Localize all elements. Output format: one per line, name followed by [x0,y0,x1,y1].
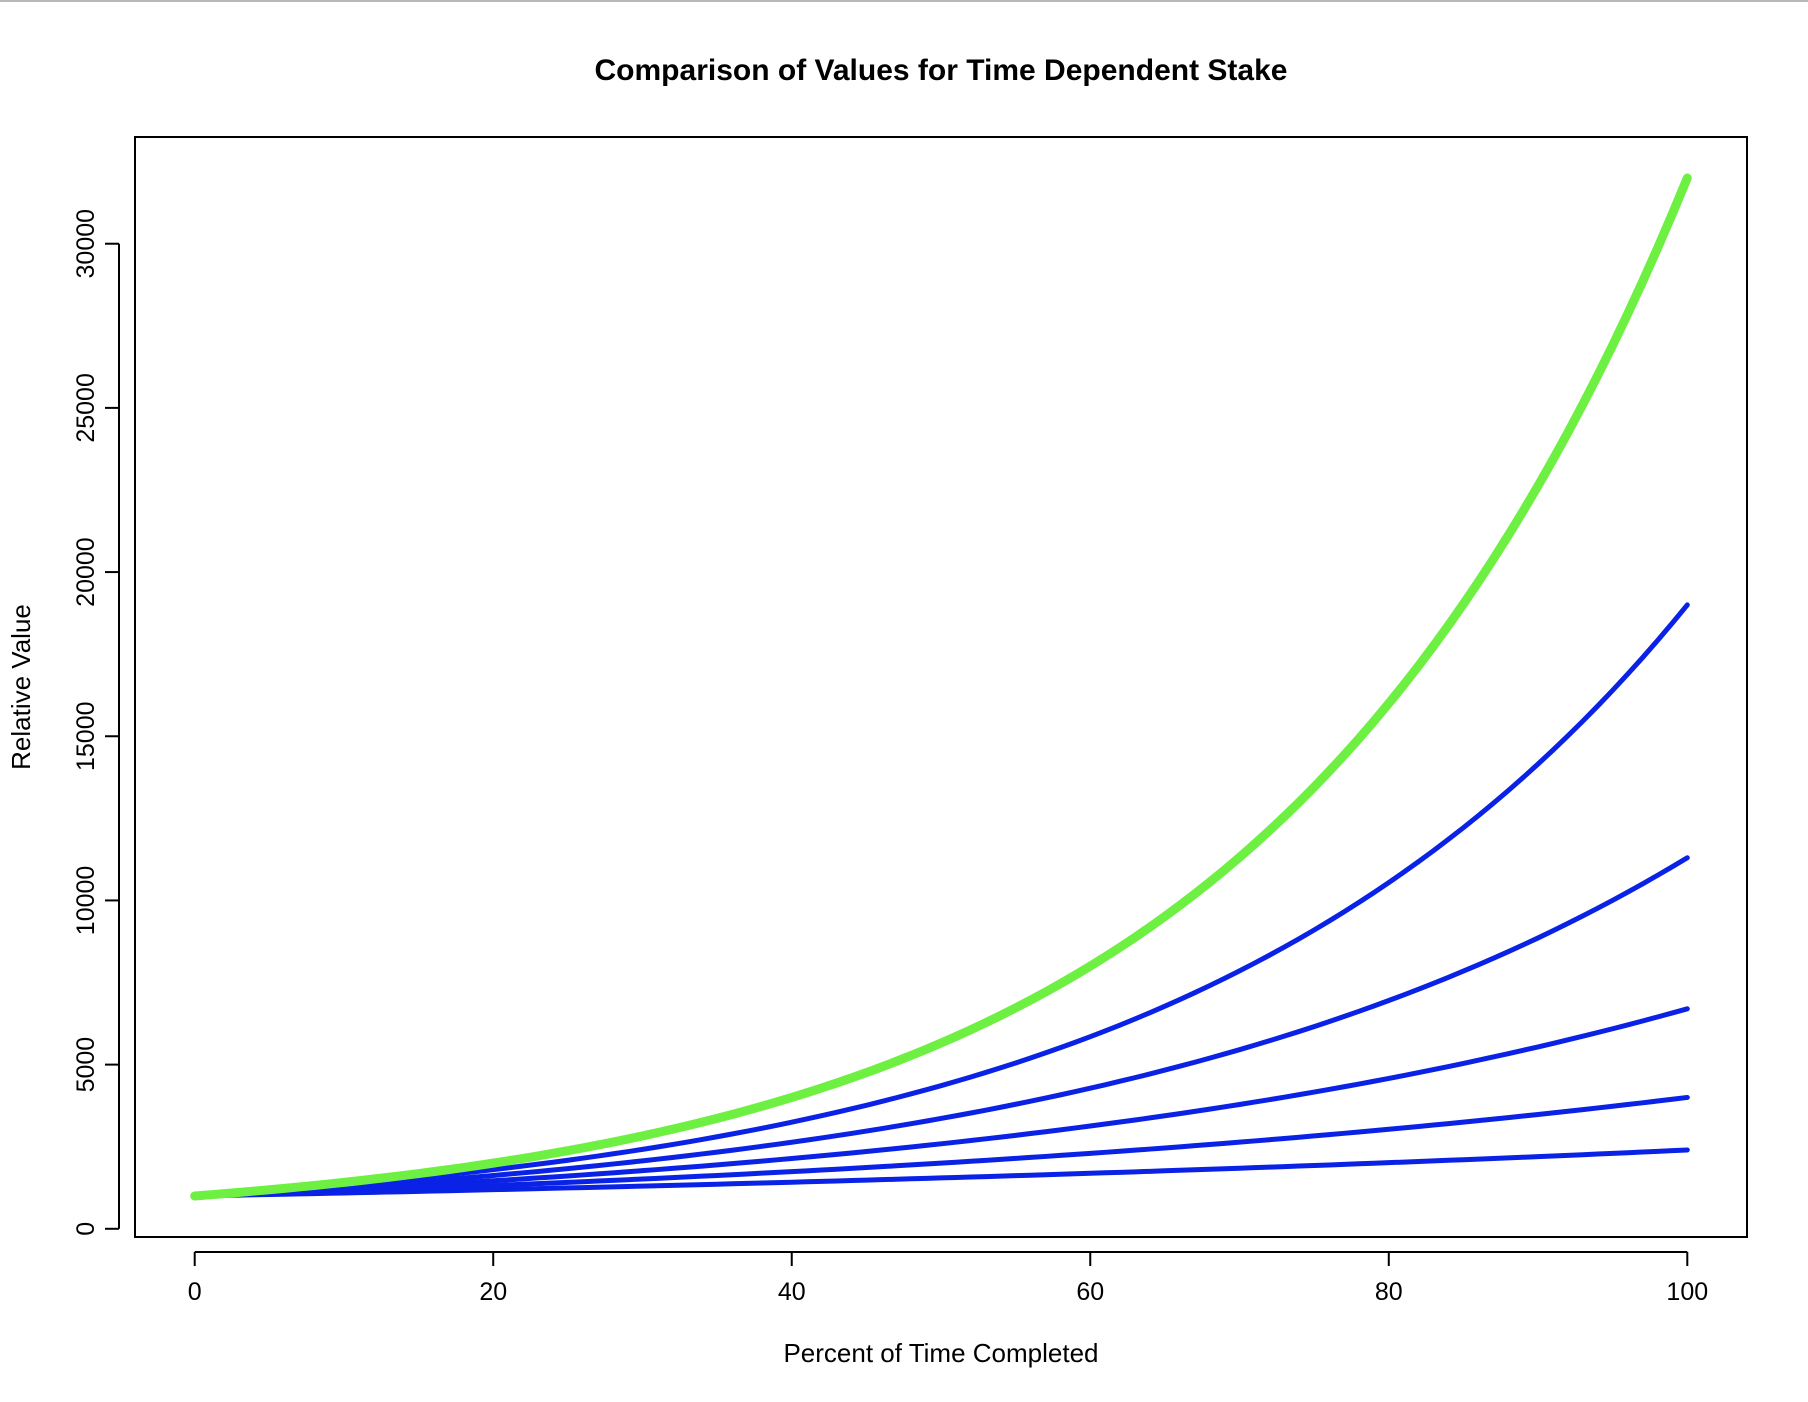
y-tick-label: 30000 [72,209,100,279]
y-axis: 0 5000 10000 15000 20000 25000 30000 [72,209,120,1236]
series-line-highlight [190,173,1692,1201]
y-tick-label: 25000 [72,373,100,443]
x-tick-label: 100 [1666,1278,1708,1306]
series-line-2 [192,1094,1690,1199]
series-group [190,173,1692,1201]
series-line-1 [192,1147,1690,1199]
y-tick-label: 20000 [72,537,100,607]
x-tick-label: 0 [188,1278,202,1306]
chart-title: Comparison of Values for Time Dependent … [595,54,1288,87]
x-tick-label: 80 [1375,1278,1403,1306]
series-line-4 [192,855,1690,1199]
x-axis-label: Percent of Time Completed [783,1338,1098,1368]
x-tick-label: 20 [479,1278,507,1306]
y-axis-label: Relative Value [6,604,36,770]
y-tick-label: 5000 [72,1037,100,1093]
series-line-5 [192,602,1690,1199]
series-line-3 [192,1006,1690,1199]
y-tick-label: 0 [72,1222,100,1236]
window-top-border [0,0,1808,2]
y-tick-label: 10000 [72,866,100,936]
x-tick-label: 40 [778,1278,806,1306]
x-tick-label: 60 [1076,1278,1104,1306]
y-tick-label: 15000 [72,701,100,771]
x-axis: 0 20 40 60 80 100 [188,1251,1708,1306]
plot-frame [134,136,1748,1238]
